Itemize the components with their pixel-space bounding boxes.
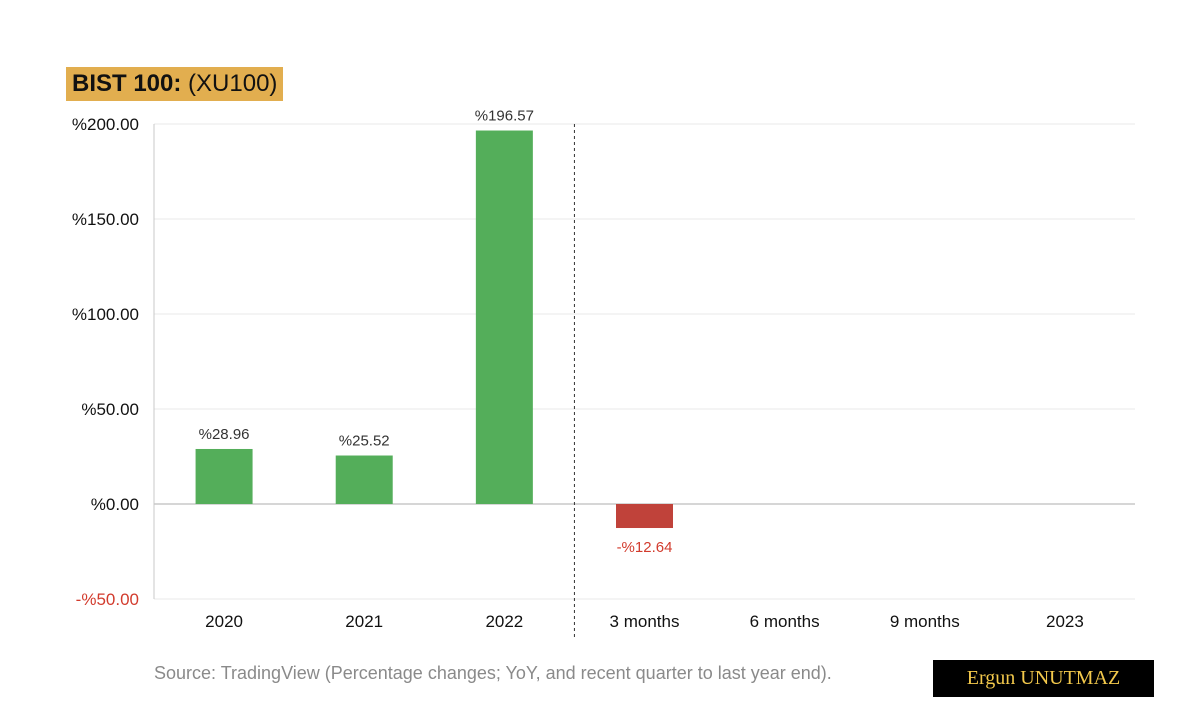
bar [475, 130, 533, 504]
data-label: %25.52 [339, 433, 390, 450]
y-tick-label: %150.00 [72, 210, 139, 229]
x-tick-label: 2023 [1046, 612, 1084, 631]
y-tick-label: %200.00 [72, 115, 139, 134]
author-badge: Ergun UNUTMAZ [933, 660, 1154, 697]
x-tick-label: 2020 [205, 612, 243, 631]
bar [195, 448, 253, 504]
bar [335, 455, 393, 504]
bars [195, 130, 673, 529]
chart-title-bold: BIST 100: [72, 70, 182, 97]
x-tick-label: 2022 [485, 612, 523, 631]
x-tick-label: 6 months [750, 612, 820, 631]
data-label: %196.57 [475, 108, 534, 125]
y-tick-label: %100.00 [72, 305, 139, 324]
grid-lines [153, 123, 1135, 640]
x-tick-label: 9 months [890, 612, 960, 631]
chart-title-rest: (XU100) [188, 70, 278, 97]
y-tick-label: %50.00 [81, 400, 139, 419]
source-note: Source: TradingView (Percentage changes;… [154, 663, 832, 683]
chart-title: BIST 100: (XU100) [66, 67, 284, 101]
data-label: %28.96 [199, 426, 250, 443]
labels: %200.00 %150.00 %100.00 %50.00 %0.00 -%50.00 2… [72, 108, 1084, 631]
bar [616, 504, 673, 529]
y-tick-label: %0.00 [91, 495, 139, 514]
x-tick-label: 3 months [610, 612, 680, 631]
data-label: -%12.64 [617, 539, 673, 556]
x-tick-label: 2021 [345, 612, 383, 631]
y-tick-label: -%50.00 [76, 590, 139, 609]
